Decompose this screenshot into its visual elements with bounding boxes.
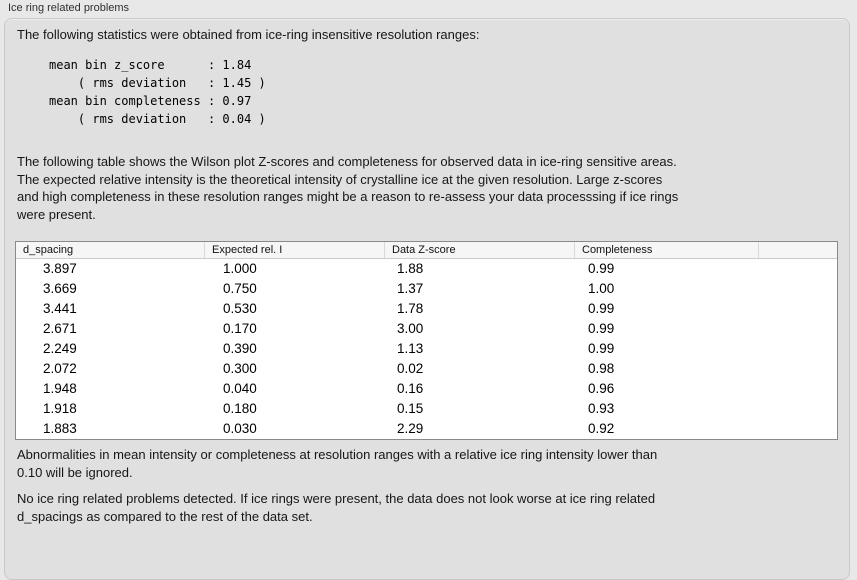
table-row[interactable]: 2.072 0.300 0.02 0.98 — [16, 359, 837, 379]
table-cell-completeness: 0.93 — [588, 401, 615, 416]
table-cell-completeness: 0.99 — [588, 321, 615, 336]
table-row[interactable]: 1.918 0.180 0.15 0.93 — [16, 399, 837, 419]
panel-title: Ice ring related problems — [8, 2, 130, 14]
table-cell-empty — [758, 399, 837, 419]
table-cell-d-spacing: 1.918 — [43, 401, 77, 416]
table-row[interactable]: 3.441 0.530 1.78 0.99 — [16, 299, 837, 319]
table-cell-empty — [758, 299, 837, 319]
table-row[interactable]: 3.897 1.000 1.88 0.99 — [16, 259, 837, 279]
table-cell-data-z-score: 0.15 — [397, 401, 424, 416]
table-row[interactable]: 2.671 0.170 3.00 0.99 — [16, 319, 837, 339]
table-cell-expected-rel-i: 0.390 — [223, 341, 257, 356]
conclusion-text: No ice ring related problems detected. I… — [17, 491, 656, 524]
table-cell-expected-rel-i: 0.300 — [223, 361, 257, 376]
table-cell-data-z-score: 1.13 — [397, 341, 424, 356]
column-header-d-spacing[interactable]: d_spacing — [23, 244, 74, 256]
table-cell-d-spacing: 1.948 — [43, 381, 77, 396]
column-header-completeness[interactable]: Completeness — [574, 242, 758, 258]
table-cell-completeness: 0.96 — [588, 381, 615, 396]
intro-text: The following statistics were obtained f… — [17, 27, 480, 42]
table-rows: 3.897 1.000 1.88 0.99 3.669 0.750 1.37 1… — [16, 259, 837, 439]
table-cell-completeness: 0.99 — [588, 261, 615, 276]
table-row[interactable]: 3.669 0.750 1.37 1.00 — [16, 279, 837, 299]
xtriage-ice-ring-page: { "panel": { "title": "Ice ring related … — [4, 2, 850, 580]
table-header-row: d_spacing Expected rel. I Data Z-score C… — [16, 242, 837, 259]
table-cell-expected-rel-i: 0.180 — [223, 401, 257, 416]
table-row[interactable]: 1.948 0.040 0.16 0.96 — [16, 379, 837, 399]
table-cell-empty — [758, 279, 837, 299]
ice-ring-panel: The following statistics were obtained f… — [4, 18, 850, 580]
table-cell-completeness: 0.98 — [588, 361, 615, 376]
table-cell-completeness: 1.00 — [588, 281, 615, 296]
table-cell-d-spacing: 3.669 — [43, 281, 77, 296]
table-cell-d-spacing: 2.671 — [43, 321, 77, 336]
table-cell-empty — [758, 419, 837, 439]
table-cell-empty — [758, 259, 837, 279]
table-cell-d-spacing: 2.072 — [43, 361, 77, 376]
column-header-empty — [758, 242, 837, 258]
table-cell-expected-rel-i: 0.030 — [223, 421, 257, 436]
table-cell-d-spacing: 1.883 — [43, 421, 77, 436]
table-cell-expected-rel-i: 0.040 — [223, 381, 257, 396]
bin-statistics-block: mean bin z_score : 1.84 ( rms deviation … — [49, 58, 266, 126]
table-cell-completeness: 0.99 — [588, 341, 615, 356]
table-cell-expected-rel-i: 0.170 — [223, 321, 257, 336]
column-header-data-z-score[interactable]: Data Z-score — [384, 242, 574, 258]
table-cell-expected-rel-i: 0.750 — [223, 281, 257, 296]
table-cell-d-spacing: 2.249 — [43, 341, 77, 356]
table-row[interactable]: 2.249 0.390 1.13 0.99 — [16, 339, 837, 359]
table-cell-data-z-score: 0.02 — [397, 361, 424, 376]
table-cell-empty — [758, 339, 837, 359]
table-cell-completeness: 0.92 — [588, 421, 615, 436]
table-cell-data-z-score: 2.29 — [397, 421, 424, 436]
table-cell-empty — [758, 379, 837, 399]
table-cell-data-z-score: 1.37 — [397, 281, 424, 296]
table-cell-empty — [758, 359, 837, 379]
ignore-threshold-note: Abnormalities in mean intensity or compl… — [17, 447, 658, 480]
table-row[interactable]: 1.883 0.030 2.29 0.92 — [16, 419, 837, 439]
table-cell-d-spacing: 3.441 — [43, 301, 77, 316]
table-cell-data-z-score: 0.16 — [397, 381, 424, 396]
table-cell-expected-rel-i: 1.000 — [223, 261, 257, 276]
table-cell-empty — [758, 319, 837, 339]
ice-ring-table[interactable]: d_spacing Expected rel. I Data Z-score C… — [15, 241, 838, 440]
table-cell-expected-rel-i: 0.530 — [223, 301, 257, 316]
table-cell-data-z-score: 1.78 — [397, 301, 424, 316]
table-cell-data-z-score: 3.00 — [397, 321, 424, 336]
table-cell-d-spacing: 3.897 — [43, 261, 77, 276]
table-cell-completeness: 0.99 — [588, 301, 615, 316]
column-header-expected-rel-i[interactable]: Expected rel. I — [204, 242, 384, 258]
table-cell-data-z-score: 1.88 — [397, 261, 424, 276]
description-text: The following table shows the Wilson plo… — [17, 154, 679, 222]
